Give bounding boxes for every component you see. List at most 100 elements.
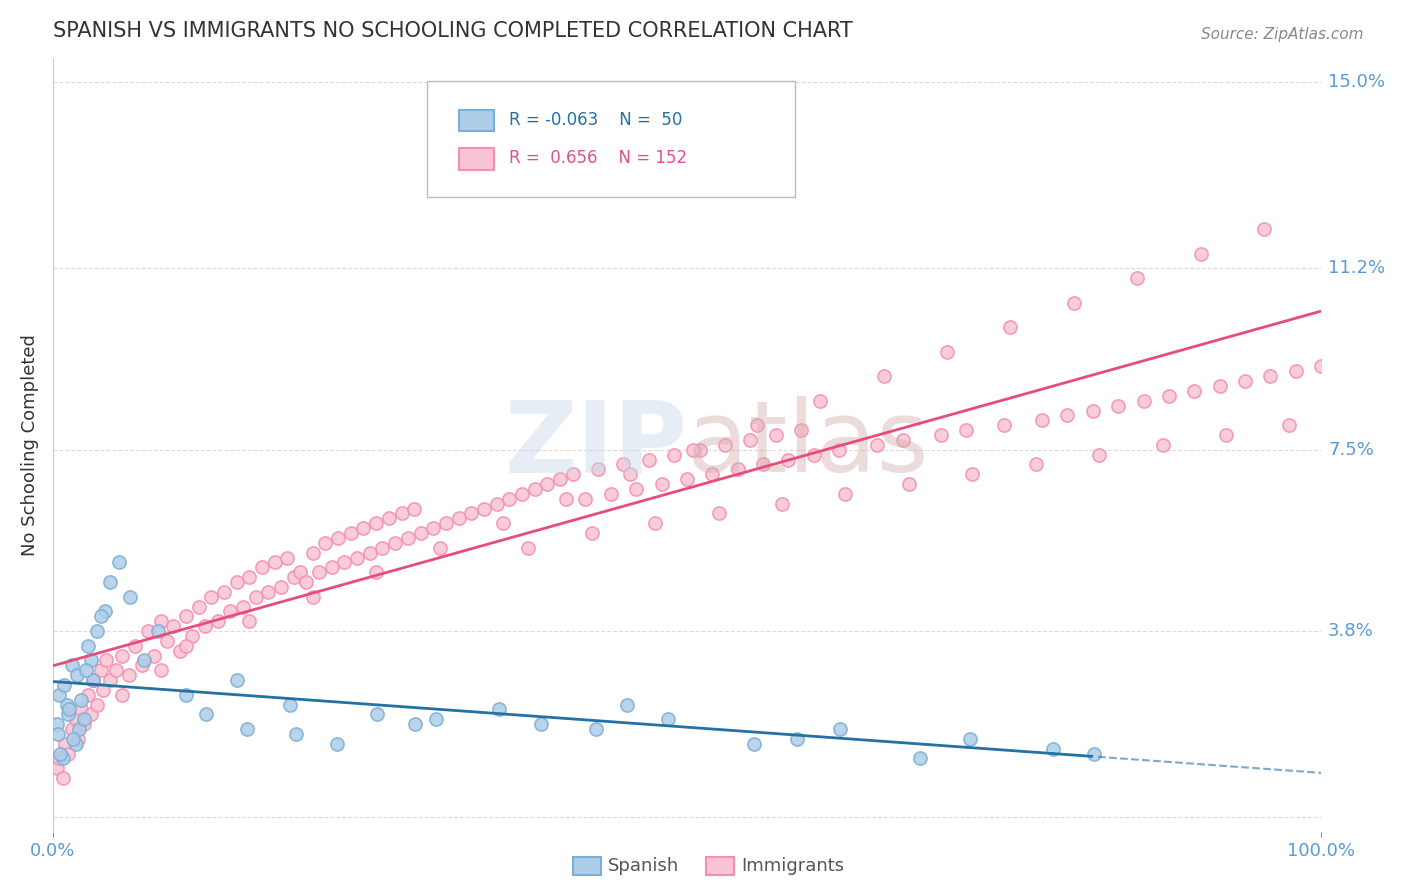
Point	[46, 727, 69, 741]
Point	[770, 497, 793, 511]
Point	[612, 458, 634, 472]
Text: 3.8%: 3.8%	[1329, 622, 1374, 640]
Point	[391, 507, 413, 521]
Point	[56, 707, 79, 722]
Point	[98, 574, 121, 589]
Point	[187, 599, 209, 614]
Point	[276, 550, 298, 565]
Point	[353, 521, 375, 535]
Point	[278, 698, 301, 712]
Point	[910, 751, 932, 765]
Point	[58, 702, 80, 716]
Text: ZIP: ZIP	[503, 396, 688, 493]
Text: 7.5%: 7.5%	[1329, 441, 1374, 458]
Point	[396, 531, 419, 545]
Point	[1031, 413, 1053, 427]
Point	[236, 722, 259, 736]
Point	[169, 643, 191, 657]
Point	[619, 467, 641, 482]
Point	[366, 566, 388, 580]
Point	[586, 462, 609, 476]
Point	[132, 653, 155, 667]
Point	[288, 566, 311, 580]
Point	[561, 467, 583, 482]
Point	[48, 688, 70, 702]
Point	[90, 663, 112, 677]
Point	[65, 737, 87, 751]
Point	[384, 536, 406, 550]
Point	[1152, 438, 1174, 452]
FancyBboxPatch shape	[427, 81, 794, 197]
Point	[1260, 369, 1282, 384]
Point	[429, 541, 451, 555]
Point	[1088, 448, 1111, 462]
Point	[1025, 458, 1047, 472]
Point	[624, 482, 647, 496]
Point	[98, 673, 121, 687]
Point	[225, 574, 247, 589]
Point	[65, 712, 87, 726]
Point	[959, 731, 981, 746]
Point	[866, 438, 889, 452]
Point	[52, 771, 75, 785]
Point	[107, 556, 129, 570]
Point	[66, 668, 89, 682]
Point	[86, 624, 108, 638]
Point	[301, 590, 323, 604]
Point	[77, 639, 100, 653]
Point	[149, 614, 172, 628]
Text: atlas: atlas	[688, 396, 928, 493]
Point	[200, 590, 222, 604]
Point	[124, 639, 146, 653]
Point	[174, 688, 197, 702]
Point	[536, 477, 558, 491]
Point	[67, 722, 90, 736]
Point	[498, 491, 520, 506]
Point	[346, 550, 368, 565]
FancyBboxPatch shape	[458, 148, 494, 170]
Point	[75, 663, 97, 677]
Point	[219, 604, 242, 618]
Point	[146, 624, 169, 638]
Point	[740, 433, 762, 447]
Point	[225, 673, 247, 687]
Point	[86, 698, 108, 712]
Point	[962, 467, 984, 482]
Point	[790, 423, 813, 437]
Point	[82, 673, 104, 687]
Point	[62, 731, 84, 746]
Text: 11.2%: 11.2%	[1329, 260, 1385, 277]
Point	[80, 653, 103, 667]
Point	[49, 747, 72, 761]
Point	[73, 712, 96, 726]
Point	[778, 452, 800, 467]
Point	[530, 717, 553, 731]
Point	[53, 678, 76, 692]
Point	[149, 663, 172, 677]
Point	[714, 438, 737, 452]
Point	[250, 560, 273, 574]
Point	[301, 546, 323, 560]
Point	[60, 722, 83, 736]
Point	[174, 609, 197, 624]
Point	[786, 731, 808, 746]
Text: R = -0.063    N =  50: R = -0.063 N = 50	[509, 111, 683, 128]
Point	[93, 682, 115, 697]
Point	[585, 722, 607, 736]
Point	[131, 658, 153, 673]
Point	[174, 639, 197, 653]
Point	[105, 663, 128, 677]
Point	[245, 590, 267, 604]
Point	[45, 717, 67, 731]
Point	[77, 688, 100, 702]
Point	[637, 452, 659, 467]
Point	[55, 698, 77, 712]
Point	[460, 507, 482, 521]
Point	[378, 511, 401, 525]
Point	[828, 442, 851, 457]
Point	[1126, 271, 1149, 285]
Point	[80, 707, 103, 722]
Point	[257, 584, 280, 599]
Point	[929, 428, 952, 442]
Point	[664, 448, 686, 462]
